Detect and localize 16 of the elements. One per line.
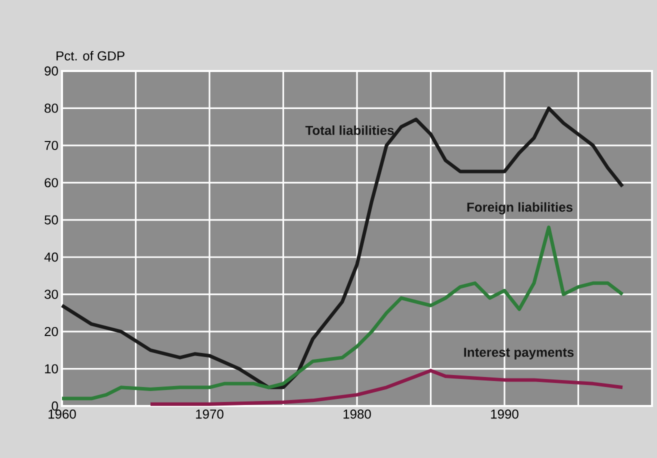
line-series xyxy=(148,368,624,406)
y-tick-label: 20 xyxy=(44,326,58,336)
y-tick-label: 0 xyxy=(52,401,58,411)
y-tick-label: 50 xyxy=(44,215,58,224)
x-tick-label: 1970 xyxy=(196,410,224,419)
y-tick-label: 30 xyxy=(44,290,58,299)
y-tick-label: 40 xyxy=(44,252,58,262)
y-tick-label: 60 xyxy=(44,178,58,188)
y-tick-label: 10 xyxy=(45,364,58,374)
y-tick-label: 90 xyxy=(44,66,58,76)
x-tick-label: 1960 xyxy=(48,410,76,419)
y-tick-label: 80 xyxy=(44,104,58,113)
y-tick-label: 70 xyxy=(44,140,58,150)
x-tick-label: 1980 xyxy=(344,410,371,419)
x-tick-label: 1990 xyxy=(491,410,518,419)
y-axis-title: Pct. of GDP xyxy=(56,50,124,60)
